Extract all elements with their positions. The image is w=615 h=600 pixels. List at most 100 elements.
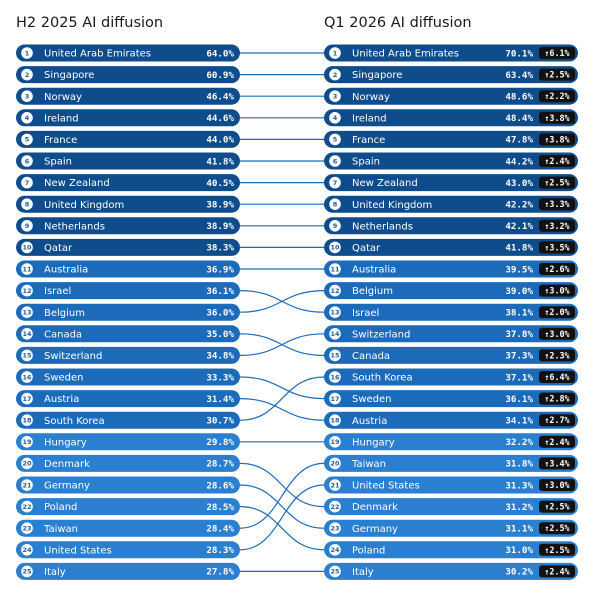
diffusion-value: 34.8% [206,351,234,362]
diffusion-value: 31.8% [505,459,533,470]
diffusion-value: 30.2% [505,567,533,578]
change-badge [539,522,575,535]
rank-badge [329,284,341,297]
rank-number: 23 [330,525,339,533]
ranking-row: 8 United Kingdom 38.9% [16,195,240,213]
rank-number: 25 [330,568,340,576]
rank-badge [21,544,33,556]
change-value: ↑3.4% [544,458,569,468]
row-bar [324,260,578,278]
country-name: New Zealand [352,178,418,189]
connector-south-korea [239,376,325,421]
rank-number: 19 [330,438,340,446]
ranking-row: 7 New Zealand 43.0% ↑2.5% [324,174,578,192]
row-bar [16,562,240,580]
row-bar [16,238,240,256]
rank-badge [21,328,33,340]
diffusion-value: 41.8% [505,243,533,254]
change-badge [539,349,575,362]
change-badge [539,500,575,513]
rank-badge [21,155,33,167]
country-name: Belgium [352,286,393,297]
diffusion-value: 46.4% [206,92,234,103]
change-value: ↑2.4% [544,566,569,576]
change-badge [539,198,575,211]
rank-badge [21,241,33,254]
row-bar [324,390,578,408]
rank-number: 15 [22,352,32,360]
ranking-row: 16 Sweden 33.3% [16,368,240,386]
rank-number: 21 [330,481,340,489]
country-name: Qatar [352,243,381,254]
row-bar [324,541,578,559]
row-bar [16,130,240,148]
row-bar [16,346,240,364]
rank-number: 17 [22,395,31,403]
diffusion-value: 35.0% [206,329,234,340]
row-bar [16,217,240,235]
country-name: South Korea [44,416,105,427]
rank-badge [329,522,341,534]
country-name: Israel [44,286,71,297]
diffusion-value: 41.8% [206,156,234,167]
rank-number: 2 [333,71,338,79]
ranking-row: 14 Switzerland 37.8% ↑3.0% [324,325,578,343]
row-bar [324,109,578,127]
country-name: Australia [44,265,88,276]
country-name: Canada [44,329,82,340]
row-bar [324,325,578,343]
country-name: Norway [44,92,82,103]
rank-badge [329,306,341,319]
change-badge [539,111,575,124]
change-badge [539,133,575,146]
change-value: ↑2.4% [544,437,569,447]
country-name: Italy [352,567,374,578]
rank-number: 24 [330,546,340,554]
rank-badge [329,479,341,491]
row-bar [324,44,578,62]
ranking-row: 25 Italy 27.8% [16,562,240,580]
rank-number: 17 [330,395,339,403]
ranking-row: 18 Austria 34.1% ↑2.7% [324,411,578,429]
diffusion-value: 44.0% [206,135,234,146]
ranking-row: 20 Denmark 28.7% [16,454,240,472]
country-name: Spain [44,157,72,168]
row-bar [324,433,578,451]
diffusion-value: 48.6% [505,92,533,103]
right-ranking-list: 1 United Arab Emirates 70.1% ↑6.1% 2 Singapor… [324,44,578,580]
rank-badge [329,47,341,59]
rank-number: 10 [22,244,32,252]
country-name: Poland [352,545,385,556]
change-value: ↑3.3% [544,199,569,209]
change-value: ↑2.5% [544,178,569,188]
country-name: Netherlands [352,221,413,232]
diffusion-value: 37.8% [505,329,533,340]
diffusion-value: 43.0% [505,178,533,189]
ranking-row: 14 Canada 35.0% [16,325,240,343]
diffusion-value: 36.1% [505,394,533,405]
change-value: ↑2.5% [544,523,569,533]
row-bar [324,454,578,472]
rank-badge [329,500,341,513]
country-name: Denmark [44,459,90,470]
change-value: ↑3.0% [544,329,569,339]
row-bar [16,454,240,472]
rank-number: 4 [333,114,338,122]
ranking-row: 25 Italy 30.2% ↑2.4% [324,562,578,580]
rank-badge [329,198,341,210]
change-value: ↑2.3% [544,350,569,360]
rank-number: 3 [333,93,338,101]
row-bar [324,519,578,537]
country-name: France [352,135,385,146]
change-badge [539,68,575,81]
diffusion-value: 28.6% [206,480,234,491]
country-name: United Kingdom [352,200,432,211]
country-name: Canada [352,351,390,362]
row-bar [324,282,578,300]
rank-change-connectors [239,52,325,573]
ranking-row: 6 Spain 44.2% ↑2.4% [324,152,578,170]
rank-number: 1 [25,49,30,57]
diffusion-value: 44.6% [206,113,234,124]
country-name: United Arab Emirates [44,49,151,60]
rank-badge [21,479,33,491]
